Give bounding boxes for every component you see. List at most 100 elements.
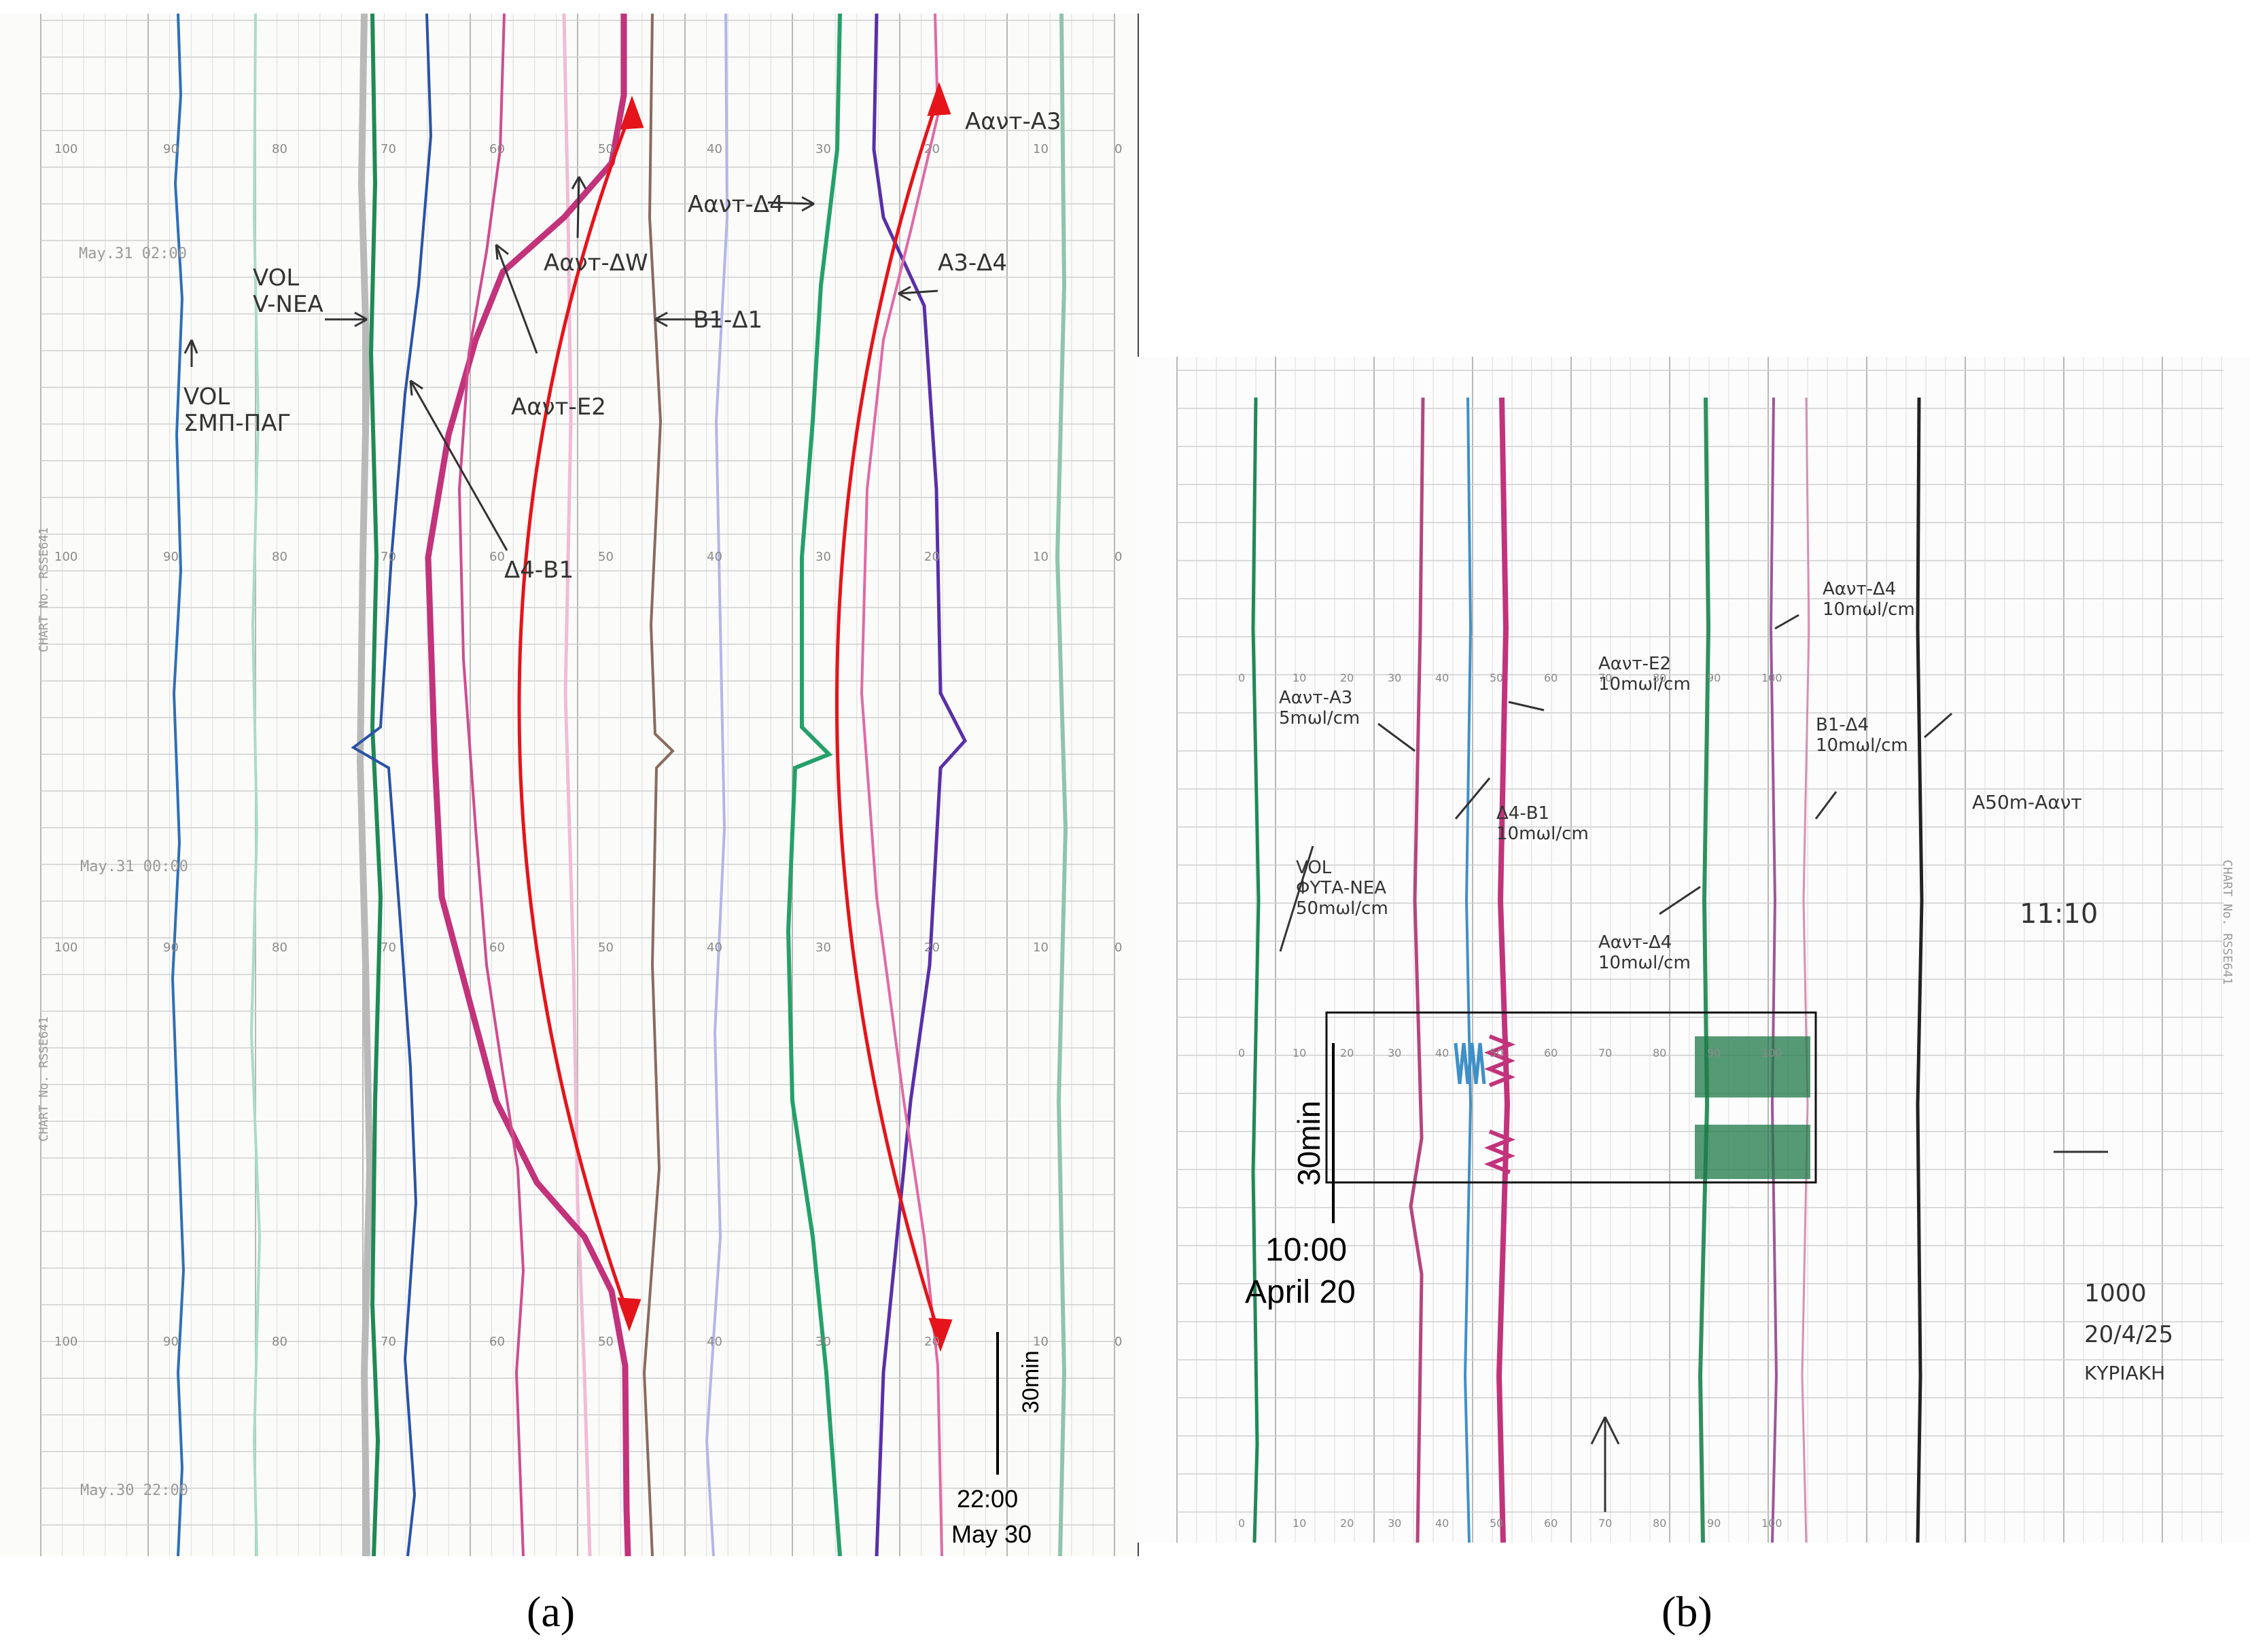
annotations-a: VOL ΣΜΠ-ΠΑΓ VOL V-ΝΕΑ Αανт-ΔW Αανт-Ε2 Δ4-Β… — [183, 108, 1061, 584]
trace-magenta-thin — [457, 14, 525, 1556]
chart-scale-number: 10 — [1033, 142, 1049, 156]
scale-bar-a: 30min 22:00 May 30 — [951, 1332, 1044, 1548]
chart-scale-number: 100 — [1761, 671, 1782, 684]
red-trend-arrows-a — [517, 82, 953, 1352]
chart-recorder-photo-a: VOL ΣΜΠ-ΠΑΓ VOL V-ΝΕΑ Αανт-ΔW Αανт-Ε2 Δ4-Β… — [0, 14, 1139, 1556]
trace-purple-b1-d4 — [1769, 397, 1778, 1543]
chart-scale-number: 50 — [598, 142, 614, 156]
chart-scale-number: 50 — [1490, 1517, 1503, 1530]
trace-black-a50m-aant — [1916, 397, 1924, 1543]
chart-scale-number: 50 — [598, 1335, 614, 1349]
recorder-traces-a: VOL ΣΜΠ-ΠΑΓ VOL V-ΝΕΑ Αανт-ΔW Αανт-Ε2 Δ4-Β… — [37, 14, 1122, 1556]
chart-scale-number: 50 — [1490, 671, 1503, 684]
chart-scale-number: 10 — [1293, 671, 1306, 684]
annotation-b-aant-a3: Αανт-Α3 5mωl/cm — [1279, 688, 1360, 728]
chart-scale-number: 0 — [1114, 142, 1122, 156]
trace-teal-right — [1055, 14, 1068, 1556]
chart-scale-number: 90 — [1707, 671, 1721, 684]
chart-scale-number: 90 — [1707, 1517, 1721, 1530]
annotation-b-aant-e2: Αανт-Ε2 10mωl/cm — [1598, 654, 1691, 695]
chart-scale-number: 40 — [1435, 1047, 1449, 1059]
timestamp-may31-0200: May.31 02:00 — [79, 245, 187, 262]
chart-scale-number: 40 — [707, 550, 722, 564]
chart-scale-number: 70 — [1598, 671, 1612, 684]
trace-dark-blue-d4-b1 — [351, 14, 433, 1556]
trace-green-v-nea — [368, 14, 383, 1556]
annotation-aant-a3: Αανт-Α3 — [965, 108, 1061, 135]
chart-scale-number: 20 — [924, 1335, 940, 1349]
annotation-b-vol: VOL ΦΥΤΑ-ΝΕΑ 50mωl/cm — [1296, 858, 1388, 919]
chart-grid-a — [40, 14, 1115, 1556]
trace-green-aant-d4 — [786, 14, 842, 1556]
scale-bar-date-a: May 30 — [951, 1520, 1032, 1548]
chart-scale-number: 0 — [1238, 671, 1245, 684]
annotation-d4-b1: Δ4-Β1 — [504, 557, 574, 584]
chart-scale-number: 40 — [1435, 671, 1449, 684]
chart-scale-number: 100 — [54, 550, 77, 564]
chart-scale-number: 90 — [163, 142, 179, 156]
chart-scale-number: 40 — [1435, 1517, 1449, 1530]
trace-brown-b1-d1 — [642, 14, 675, 1556]
chart-scale-number: 20 — [924, 941, 940, 955]
annotation-vol-smp-pag: VOL ΣΜΠ-ΠΑΓ — [183, 383, 289, 437]
trace-pink-aant-a3 — [860, 14, 943, 1556]
trace-vol-smp-pag — [171, 14, 186, 1556]
scale-bar-b: 30min 10:00 April 20 — [1245, 1043, 1356, 1310]
upward-arrow — [1590, 1416, 1620, 1512]
chart-scale-number: 30 — [815, 142, 831, 156]
chart-scale-number: 100 — [54, 1335, 77, 1349]
chart-scale-number: 40 — [707, 941, 722, 955]
chart-scale-number: 90 — [1707, 1047, 1721, 1059]
chart-recorder-photo-b: Αανт-Α3 5mωl/cm Αανт-Ε2 10mωl/cm Δ4-Β1 10mω… — [1136, 357, 2250, 1543]
handwritten-note-2: 20/4/25 — [2084, 1321, 2173, 1348]
chart-scale-number: 60 — [489, 1335, 505, 1349]
trace-pink-light — [562, 14, 592, 1556]
handwritten-note-1: 1000 — [2084, 1280, 2147, 1307]
scale-bar-duration-a: 30min — [1018, 1350, 1044, 1413]
trace-blue-d4-b1 — [1463, 397, 1473, 1543]
trace-magenta-aant-e2 — [1496, 397, 1511, 1543]
annotation-aant-e2: Αανт-Ε2 — [511, 393, 606, 421]
chart-scale-number: 20 — [924, 550, 940, 564]
trace-pink-right — [1801, 397, 1810, 1543]
chart-scale-number: 90 — [163, 550, 179, 564]
chart-scale-number: 20 — [1340, 1517, 1354, 1530]
chart-scale-number: 70 — [381, 1335, 396, 1349]
chart-scale-number: 60 — [1544, 1047, 1558, 1059]
trace-magenta-aant-dw — [425, 14, 631, 1556]
scale-bar-time-b: 10:00 — [1265, 1232, 1347, 1268]
annotation-a3-d4: Α3-Δ4 — [938, 249, 1007, 277]
scale-bar-time-a: 22:00 — [957, 1485, 1018, 1513]
chart-scale-number: 50 — [1490, 1047, 1503, 1059]
chart-scale-number: 100 — [1761, 1047, 1782, 1059]
chart-scale-number: 10 — [1293, 1047, 1306, 1059]
annotation-aant-dw: Αανт-ΔW — [544, 249, 648, 277]
chart-scale-number: 0 — [1238, 1517, 1245, 1530]
chart-scale-number: 60 — [489, 142, 505, 156]
annotations-b: Αανт-Α3 5mωl/cm Αανт-Ε2 10mωl/cm Δ4-Β1 10mω… — [1279, 579, 2173, 1384]
chart-scale-number: 30 — [1388, 1047, 1401, 1059]
timestamp-may31-0000: May.31 00:00 — [80, 858, 188, 875]
chart-scale-number: 50 — [598, 550, 614, 564]
chart-scale-number: 80 — [272, 941, 287, 955]
chart-scale-number: 30 — [1388, 1517, 1401, 1530]
chart-scale-number: 40 — [707, 1335, 722, 1349]
chart-scale-number: 30 — [815, 941, 831, 955]
chart-scale-number: 30 — [815, 550, 831, 564]
chart-scale-number: 20 — [1340, 1047, 1354, 1059]
annotation-arrows-b — [1279, 614, 2108, 1153]
trace-gray-left — [356, 14, 374, 1556]
chart-scale-number: 0 — [1114, 550, 1122, 564]
chart-scale-number: 40 — [707, 142, 722, 156]
trace-green-aant-d4 — [1698, 397, 1711, 1543]
recorder-traces-b: Αανт-Α3 5mωl/cm Αανт-Ε2 10mωl/cm Δ4-Β1 10mω… — [1176, 357, 2234, 1543]
trace-purple-a3-d4 — [872, 14, 968, 1556]
chart-scale-number: 10 — [1033, 1335, 1049, 1349]
caption-a: (a) — [527, 1587, 576, 1636]
highlight-box — [1325, 1011, 1817, 1184]
chart-scale-number: 80 — [272, 550, 287, 564]
chart-scale-number: 60 — [1544, 671, 1558, 684]
chart-scale-number: 10 — [1033, 941, 1049, 955]
chart-scale-number: 50 — [598, 941, 614, 955]
